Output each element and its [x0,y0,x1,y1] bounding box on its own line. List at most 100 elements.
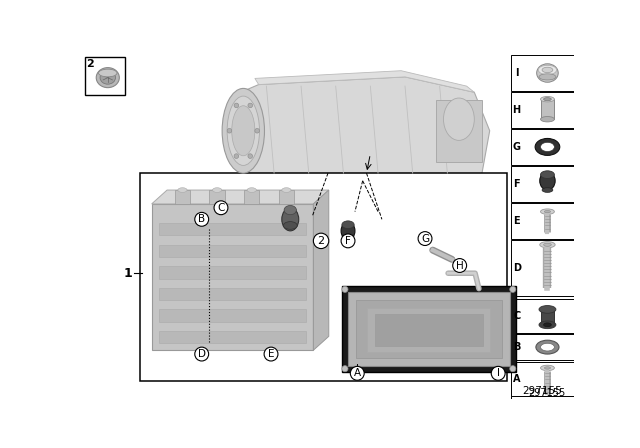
Circle shape [227,129,232,133]
Ellipse shape [543,243,551,246]
Bar [511,362,575,396]
Bar [159,223,306,236]
Ellipse shape [540,241,555,248]
Bar [159,266,306,279]
Text: H: H [456,260,463,271]
Ellipse shape [247,188,257,192]
Circle shape [195,347,209,361]
Ellipse shape [227,96,259,165]
Text: I: I [515,68,518,78]
Circle shape [195,212,209,226]
Bar [342,286,516,372]
Text: B: B [513,342,520,352]
Bar [511,166,575,202]
Circle shape [248,103,253,108]
Ellipse shape [282,208,299,231]
Ellipse shape [341,222,355,240]
Bar [511,129,575,165]
Bar [511,240,575,296]
Ellipse shape [543,323,551,327]
Ellipse shape [539,321,556,329]
Bar [140,173,507,381]
Text: A: A [354,368,361,378]
Polygon shape [152,190,329,204]
Text: D: D [198,349,205,359]
Ellipse shape [96,68,119,88]
Text: G: G [513,142,521,152]
Circle shape [341,234,355,248]
Circle shape [509,366,516,372]
Ellipse shape [284,206,296,215]
Bar [159,245,306,257]
Circle shape [264,347,278,361]
Ellipse shape [542,67,553,73]
Text: B: B [198,214,205,224]
Circle shape [214,201,228,215]
Ellipse shape [537,64,558,82]
Polygon shape [314,190,329,350]
Bar [209,190,225,204]
Ellipse shape [541,343,554,351]
Text: C: C [513,310,520,321]
Circle shape [234,103,239,108]
Ellipse shape [342,221,354,228]
Ellipse shape [543,98,551,101]
Ellipse shape [178,188,187,192]
Ellipse shape [541,365,554,370]
Circle shape [350,366,364,380]
Bar [511,92,575,128]
Text: I: I [497,368,500,378]
Ellipse shape [541,209,554,214]
Ellipse shape [444,98,474,140]
Bar [84,57,125,95]
Bar [511,55,575,91]
Bar [541,99,554,119]
Ellipse shape [539,306,556,313]
Circle shape [492,366,505,380]
Ellipse shape [542,188,553,192]
Circle shape [418,232,432,246]
Text: E: E [268,349,275,359]
Circle shape [248,154,253,159]
Polygon shape [520,406,568,419]
Circle shape [342,286,348,293]
Bar [511,396,575,428]
Text: 2: 2 [86,59,94,69]
Text: G: G [421,233,429,244]
Bar [511,299,575,332]
Text: 297155: 297155 [528,388,565,397]
Text: D: D [513,263,521,273]
Bar [152,204,314,350]
Ellipse shape [535,138,560,155]
Bar [511,203,575,238]
Ellipse shape [541,116,554,122]
Bar [159,331,306,343]
Polygon shape [224,77,490,189]
Text: 2: 2 [317,236,324,246]
Ellipse shape [536,340,559,354]
Ellipse shape [222,88,264,173]
Circle shape [342,366,348,372]
Bar [356,300,502,358]
Text: A: A [513,374,520,383]
Text: 1: 1 [124,267,132,280]
Circle shape [234,154,239,159]
Ellipse shape [99,69,117,77]
Bar [375,314,483,345]
Bar [175,190,190,204]
Circle shape [509,286,516,293]
Bar [541,310,554,325]
Circle shape [452,258,467,272]
Ellipse shape [541,96,554,102]
Ellipse shape [344,236,353,241]
Circle shape [255,129,259,133]
Text: H: H [513,105,521,115]
Bar [279,190,294,204]
Bar [244,190,259,204]
Ellipse shape [540,172,555,190]
Circle shape [314,233,329,249]
Bar [159,288,306,300]
Bar [348,293,509,366]
Ellipse shape [100,71,115,84]
Ellipse shape [232,106,255,156]
